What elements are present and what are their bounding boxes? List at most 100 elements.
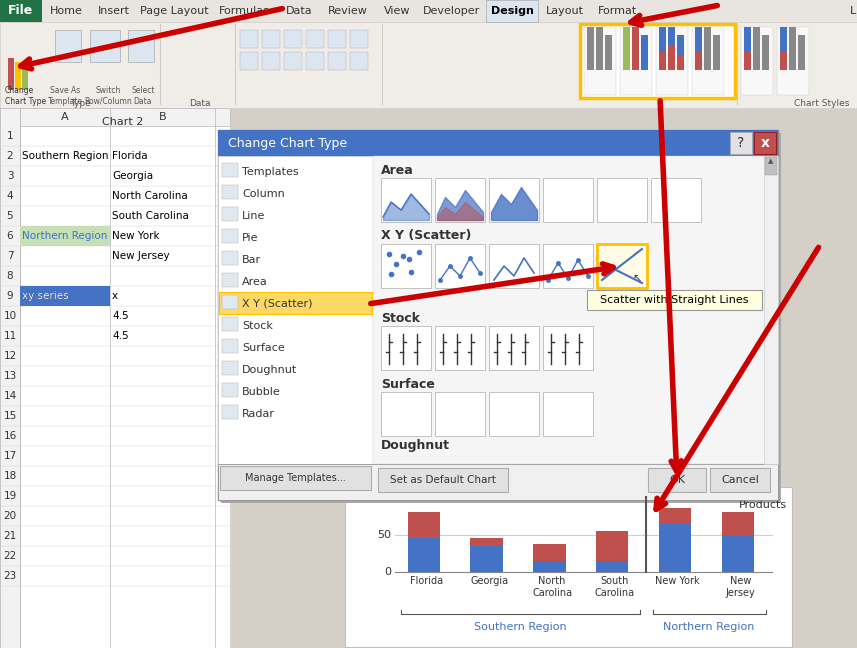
Bar [744, 27, 751, 52]
Bar [378, 468, 508, 492]
Text: 14: 14 [3, 391, 16, 401]
Bar [222, 339, 238, 353]
Bar [543, 244, 593, 288]
Bar [744, 52, 751, 70]
Text: Column: Column [242, 189, 285, 199]
Text: Doughnut: Doughnut [242, 365, 297, 375]
Text: Review: Review [328, 6, 368, 16]
Bar [222, 361, 238, 375]
Text: 21: 21 [3, 531, 16, 541]
Text: 4.5: 4.5 [112, 331, 129, 341]
Text: North
Carolina: North Carolina [532, 576, 572, 597]
Bar [789, 45, 796, 70]
Bar [710, 468, 770, 492]
Bar [489, 326, 539, 370]
Bar [677, 55, 684, 70]
Text: Design: Design [490, 6, 533, 16]
Bar [408, 538, 440, 572]
Text: Save As
Template: Save As Template [47, 86, 82, 106]
Text: 3: 3 [7, 171, 14, 181]
Bar [470, 546, 503, 572]
Bar [222, 405, 238, 419]
Bar [659, 52, 666, 70]
Bar [754, 132, 776, 154]
Bar [584, 27, 616, 95]
Bar [543, 178, 593, 222]
Bar [55, 30, 81, 62]
Text: Data: Data [285, 6, 312, 16]
Text: Chart Styles: Chart Styles [794, 98, 849, 108]
Bar [20, 286, 110, 306]
Text: 13: 13 [3, 371, 16, 381]
Text: 8: 8 [7, 271, 14, 281]
Bar [762, 35, 769, 55]
Text: 12: 12 [3, 351, 16, 361]
Bar [543, 326, 593, 370]
Bar [620, 27, 652, 95]
Bar [222, 317, 238, 331]
Text: North Carolina: North Carolina [112, 191, 188, 201]
Text: 10: 10 [3, 311, 16, 321]
Text: Northern Region: Northern Region [663, 622, 755, 632]
Bar [597, 178, 647, 222]
Bar [659, 27, 666, 52]
Text: 1: 1 [7, 131, 14, 141]
Bar [218, 156, 373, 464]
Bar [632, 27, 639, 45]
Bar [587, 27, 594, 52]
Bar [789, 27, 796, 45]
Bar [722, 535, 754, 572]
Bar [381, 244, 431, 288]
Bar [373, 156, 778, 464]
Text: Pie: Pie [242, 233, 259, 243]
Text: Georgia: Georgia [470, 576, 508, 586]
Text: 4: 4 [7, 191, 14, 201]
Bar [668, 27, 675, 45]
Bar [777, 27, 809, 95]
Bar [22, 68, 28, 90]
Text: X Y (Scatter): X Y (Scatter) [381, 229, 471, 242]
Bar [587, 290, 762, 310]
Text: Northern Region: Northern Region [22, 231, 107, 241]
Text: L: L [850, 6, 856, 16]
Bar [222, 383, 238, 397]
Bar [284, 52, 302, 70]
Bar [596, 27, 603, 45]
Bar [15, 62, 21, 90]
Text: x: x [112, 291, 118, 301]
Bar [659, 523, 692, 572]
Text: Doughnut: Doughnut [381, 439, 450, 452]
Text: 0: 0 [384, 567, 391, 577]
Bar [741, 27, 773, 95]
Text: View: View [384, 6, 411, 16]
Text: Switch
Row/Column: Switch Row/Column [84, 86, 132, 106]
Bar [648, 468, 706, 492]
Text: Florida: Florida [410, 576, 443, 586]
Bar [692, 27, 724, 95]
Bar [0, 0, 857, 22]
Text: X Y (Scatter): X Y (Scatter) [242, 299, 313, 309]
Text: OK: OK [669, 475, 685, 485]
Bar [730, 132, 752, 154]
Bar [0, 108, 230, 648]
Text: Line: Line [242, 211, 266, 221]
Text: South
Carolina: South Carolina [595, 576, 635, 597]
Bar [218, 464, 778, 500]
Bar [596, 561, 628, 572]
Text: Templates: Templates [242, 167, 298, 177]
Text: New Jersey: New Jersey [112, 251, 170, 261]
Bar [221, 133, 781, 503]
Bar [90, 30, 120, 62]
Bar [408, 512, 440, 538]
Bar [218, 156, 778, 500]
Text: Select
Data: Select Data [131, 86, 155, 106]
Bar [596, 531, 628, 561]
Text: 23: 23 [3, 571, 16, 581]
Bar [780, 52, 787, 70]
Bar [20, 226, 110, 246]
Bar [580, 24, 735, 98]
Bar [713, 55, 720, 70]
Bar [0, 0, 857, 108]
Bar [262, 52, 280, 70]
Bar [704, 45, 711, 70]
